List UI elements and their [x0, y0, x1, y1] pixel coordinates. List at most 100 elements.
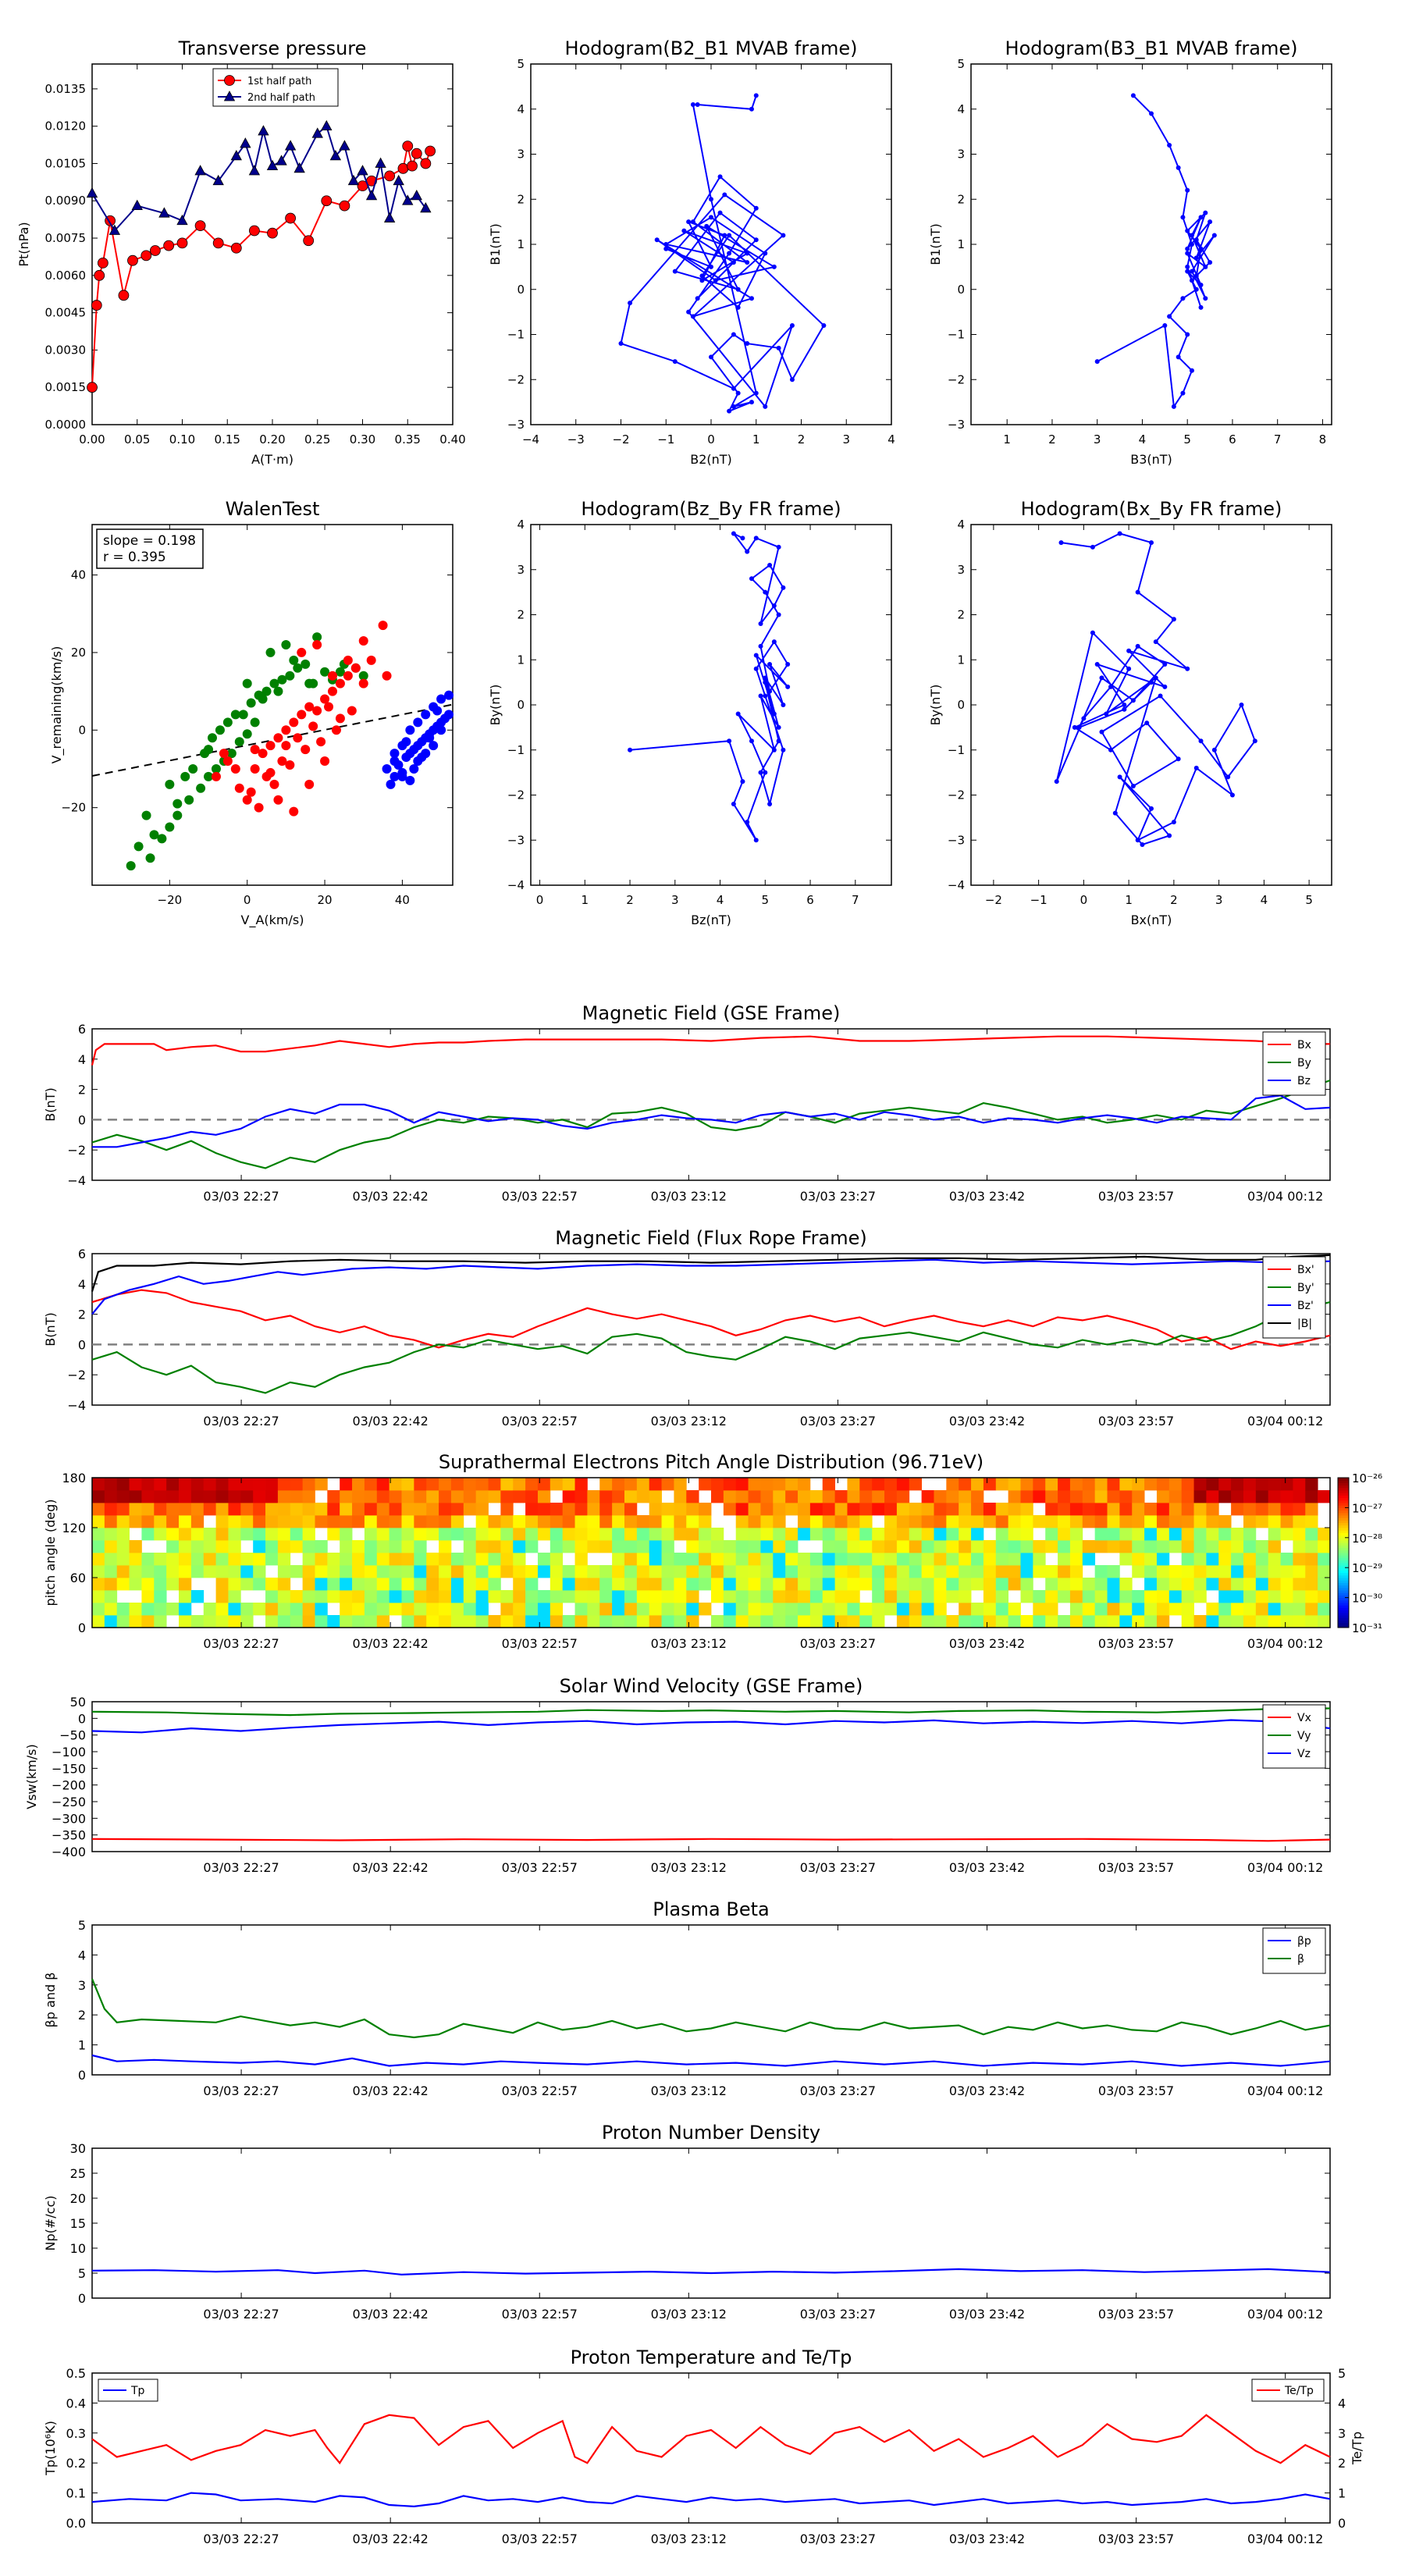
- heatmap-cell: [240, 1578, 254, 1591]
- heatmap-cell: [723, 1565, 737, 1578]
- heatmap-cell: [809, 1603, 823, 1616]
- heatmap-cell: [649, 1590, 662, 1603]
- series-line: [92, 1094, 1331, 1148]
- heatmap-cell: [1008, 1478, 1021, 1491]
- heatmap-cell: [574, 1478, 588, 1491]
- heatmap-cell: [785, 1615, 799, 1628]
- data-point: [285, 760, 295, 770]
- colorbar-segment: [1338, 1567, 1349, 1571]
- heatmap-cell: [834, 1615, 848, 1628]
- chart-title: Transverse pressure: [178, 37, 367, 59]
- legend-label: Tp: [130, 2385, 145, 2397]
- data-point: [1135, 589, 1140, 595]
- heatmap-cell: [1305, 1515, 1318, 1528]
- heatmap-cell: [971, 1578, 984, 1591]
- data-point: [776, 724, 781, 730]
- y-tick-label: −4: [507, 878, 525, 892]
- heatmap-cell: [674, 1590, 687, 1603]
- heatmap-cell: [179, 1553, 192, 1566]
- heatmap-cell: [1033, 1515, 1046, 1528]
- heatmap-cell: [389, 1553, 402, 1566]
- heatmap-cell: [215, 1578, 229, 1591]
- heatmap-cell: [934, 1590, 947, 1603]
- y-tick-label: 40: [71, 568, 86, 582]
- chart-h1: Hodogram(B2_B1 MVAB frame)−4 −3 −2 −1 0 1 2 3 4−…: [488, 37, 895, 467]
- heatmap-cell: [463, 1565, 477, 1578]
- plot-frame: [91, 63, 454, 425]
- heatmap-cell: [649, 1565, 662, 1578]
- heatmap-cell: [562, 1490, 575, 1503]
- heatmap-cell: [1255, 1490, 1269, 1503]
- heatmap-cell: [1082, 1615, 1096, 1628]
- data-point: [200, 749, 210, 759]
- heatmap-cell: [636, 1515, 650, 1528]
- heatmap-cell: [525, 1503, 539, 1516]
- legend-label: Te/Tp: [1284, 2385, 1314, 2397]
- heatmap-cell: [872, 1553, 885, 1566]
- heatmap-cell: [1293, 1565, 1306, 1578]
- heatmap-cell: [154, 1553, 167, 1566]
- data-point: [265, 647, 276, 657]
- heatmap-cell: [1193, 1503, 1207, 1516]
- series-line: [91, 1719, 1331, 1734]
- heatmap-cell: [1255, 1603, 1269, 1616]
- heatmap-cell: [1045, 1565, 1058, 1578]
- heatmap-cell: [1045, 1490, 1058, 1503]
- heatmap-cell: [1318, 1565, 1331, 1578]
- heatmap-cell: [723, 1478, 737, 1491]
- data-point: [776, 544, 781, 550]
- x-tick-label: 0.05: [124, 432, 150, 447]
- heatmap-cell: [179, 1540, 192, 1553]
- data-point: [1094, 359, 1100, 365]
- heatmap-cell: [587, 1528, 600, 1541]
- x-tick-label: 03/03 22:42: [353, 2307, 429, 2322]
- y-tick-label: 4: [517, 518, 525, 532]
- heatmap-cell: [364, 1553, 378, 1566]
- heatmap-cell: [946, 1578, 959, 1591]
- heatmap-cell: [822, 1590, 835, 1603]
- heatmap-cell: [934, 1540, 947, 1553]
- heatmap-cell: [636, 1603, 650, 1616]
- heatmap-cell: [624, 1578, 638, 1591]
- heatmap-cell: [240, 1503, 254, 1516]
- data-point: [654, 237, 660, 243]
- heatmap-cell: [859, 1603, 873, 1616]
- heatmap-cell: [290, 1515, 304, 1528]
- y-tick-label: 1: [957, 653, 965, 667]
- chart-walen: WalenTest−20 0 20 40−2002040V_A(km/s)V_rema…: [49, 498, 454, 928]
- colorbar-tick-label: 10⁻²⁷: [1352, 1501, 1382, 1515]
- y-tick-label: 1: [517, 653, 525, 667]
- data-point: [735, 304, 741, 310]
- heatmap-cell: [389, 1540, 402, 1553]
- heatmap-cell: [834, 1553, 848, 1566]
- y-tick-label: −2: [67, 1368, 86, 1382]
- heatmap-cell: [735, 1490, 749, 1503]
- data-point: [440, 713, 450, 724]
- data-point: [699, 278, 705, 283]
- heatmap-cell: [1144, 1615, 1158, 1628]
- heatmap-cell: [1008, 1540, 1021, 1553]
- data-point: [1171, 820, 1176, 825]
- heatmap-cell: [190, 1615, 205, 1628]
- y-axis-label: By(nT): [928, 685, 943, 726]
- heatmap-cell: [822, 1490, 835, 1503]
- y-tick-label: 0.0135: [45, 82, 87, 96]
- heatmap-cell: [352, 1565, 365, 1578]
- heatmap-cell: [735, 1553, 749, 1566]
- heatmap-cell: [959, 1590, 972, 1603]
- data-point: [301, 745, 311, 755]
- legend: Bx'By'Bz'|B|: [1262, 1256, 1326, 1339]
- heatmap-cell: [450, 1515, 464, 1528]
- chart-title: Suprathermal Electrons Pitch Angle Distr…: [439, 1451, 984, 1473]
- heatmap-cell: [1305, 1540, 1318, 1553]
- data-point: [771, 711, 777, 717]
- heatmap-cell: [760, 1528, 774, 1541]
- x-tick-label: 0.30: [350, 432, 375, 447]
- heatmap-cell: [562, 1503, 575, 1516]
- heatmap-cell: [735, 1565, 749, 1578]
- heatmap-cell: [513, 1590, 526, 1603]
- data-point: [695, 101, 700, 107]
- heatmap-cell: [302, 1553, 315, 1566]
- y-tick-label: 1: [517, 237, 525, 251]
- heatmap-cell: [1280, 1615, 1293, 1628]
